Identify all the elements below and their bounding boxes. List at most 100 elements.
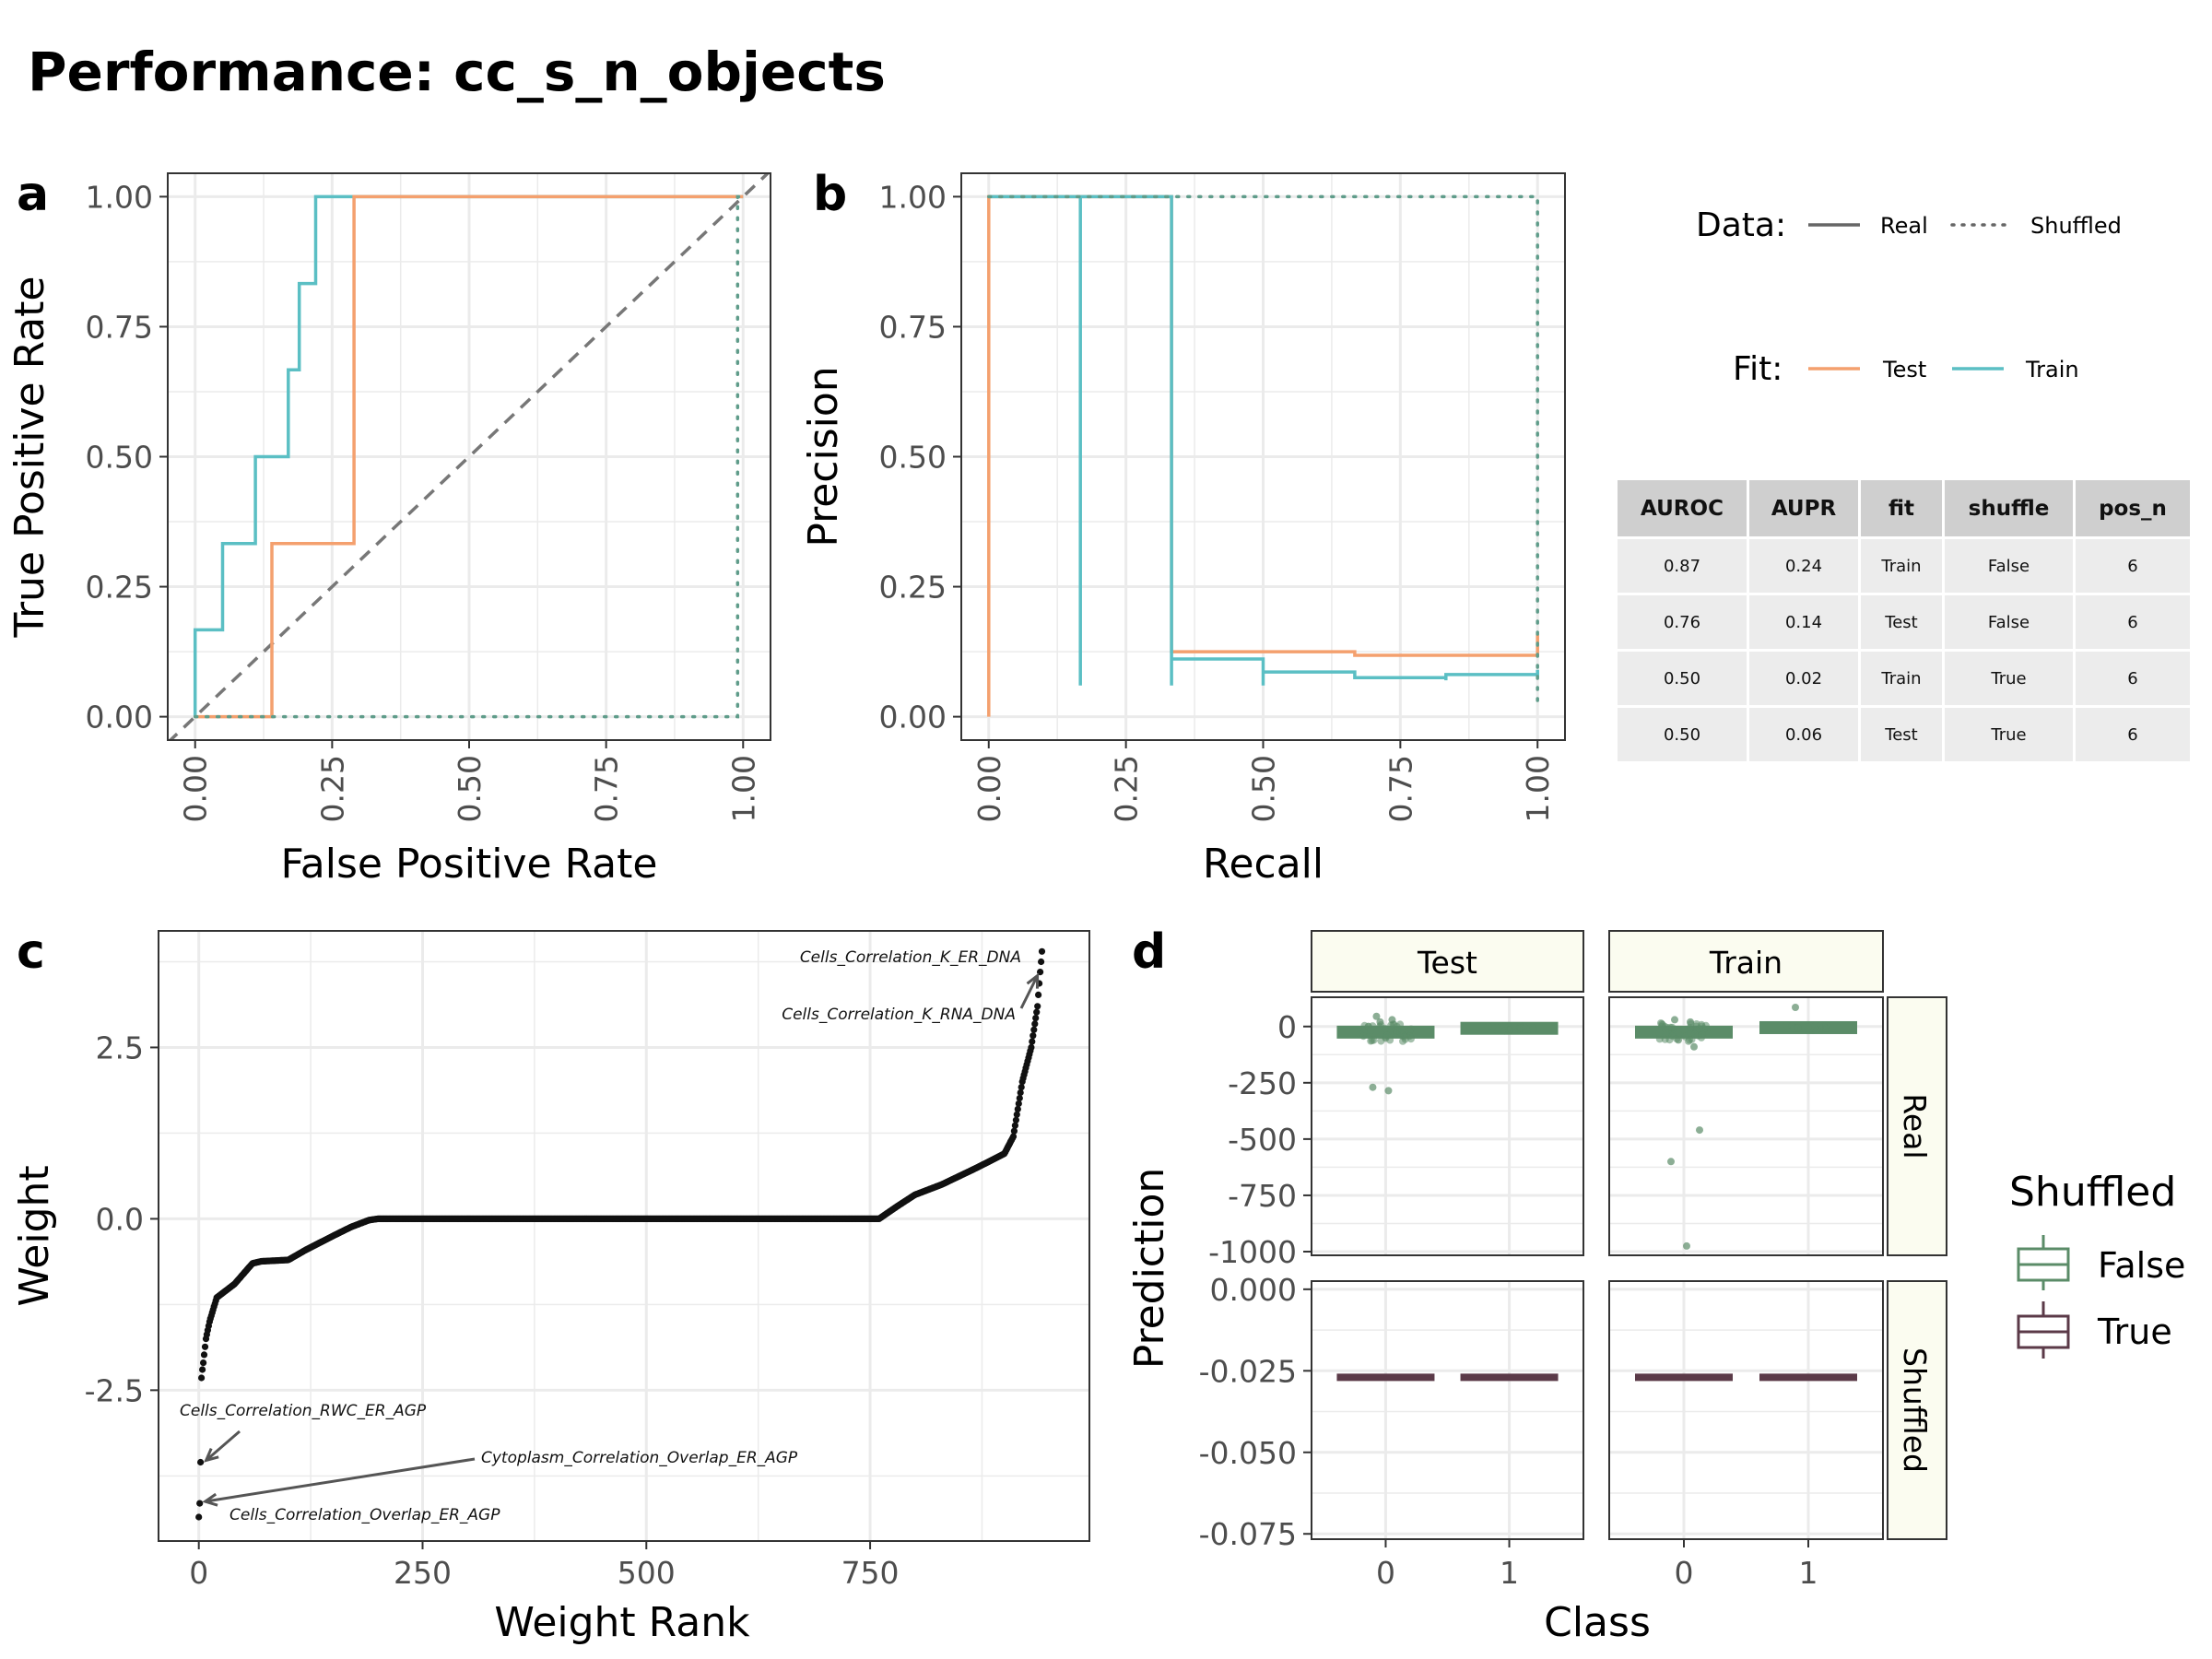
weight-point xyxy=(200,1351,208,1359)
y-tick-label: 0.75 xyxy=(879,309,947,345)
x-axis-title: False Positive Rate xyxy=(281,841,658,888)
weight-point xyxy=(1034,1003,1041,1010)
prediction-point xyxy=(1500,1022,1509,1030)
prediction-outlier xyxy=(1372,1012,1381,1020)
weight-point xyxy=(1033,1008,1041,1016)
prediction-box-class-0 xyxy=(1336,1373,1435,1382)
cell-fit: Test xyxy=(1861,708,1942,761)
test-real-line xyxy=(194,194,744,719)
weight-point xyxy=(1010,1127,1018,1135)
legend-real-label: Real xyxy=(1880,213,1928,239)
facet-strip-train xyxy=(1608,930,1884,993)
predictions-panel: Test TrainRealShuffled0-250-500-750-10000… xyxy=(1126,930,1947,1646)
x-tick-label: 0 xyxy=(189,1555,208,1591)
x-tick-label: 0.25 xyxy=(314,755,350,822)
prediction-point xyxy=(1692,1026,1700,1034)
feature-annotation-label: Cells_Correlation_Overlap_ER_AGP xyxy=(229,1506,500,1524)
plot-border xyxy=(167,172,771,741)
prediction-point xyxy=(1368,1037,1376,1044)
weight-point xyxy=(1013,1111,1020,1118)
header-aupr: AUPR xyxy=(1749,480,1858,536)
x-tick-label: 1 xyxy=(1799,1555,1818,1591)
annotation-arrowhead xyxy=(1026,972,1040,989)
prediction-point xyxy=(1406,1027,1414,1035)
facet-strip-label: Train xyxy=(1709,945,1783,981)
prediction-outlier xyxy=(1388,1016,1396,1024)
prediction-point xyxy=(1387,1021,1395,1030)
facet-strip-test xyxy=(1311,930,1584,993)
weight-point xyxy=(1038,947,1046,955)
header-auroc: AUROC xyxy=(1618,480,1747,536)
cell-fit: Train xyxy=(1861,539,1942,593)
x-tick-label: 0.50 xyxy=(1246,755,1282,822)
y-tick-label: 0 xyxy=(1277,1009,1297,1045)
prediction-outlier xyxy=(1667,1158,1675,1166)
y-axis-title: Prediction xyxy=(1126,1168,1173,1370)
cell-fit: Test xyxy=(1861,595,1942,649)
cell-aupr: 0.14 xyxy=(1749,595,1858,649)
prediction-point xyxy=(1700,1025,1708,1033)
y-tick-label: 1.00 xyxy=(879,179,947,215)
prediction-outlier xyxy=(1384,1087,1393,1095)
feature-annotation-label: Cells_Correlation_K_RNA_DNA xyxy=(782,1006,1016,1024)
weight-point xyxy=(195,1513,203,1521)
x-tick-label: 1.00 xyxy=(1520,755,1556,822)
prediction-outlier xyxy=(1671,1016,1678,1024)
panel-letter-b: b xyxy=(813,167,847,222)
x-axis-title: Weight Rank xyxy=(494,1599,750,1646)
annotation-arrowhead xyxy=(202,1492,218,1507)
x-tick-label: 0 xyxy=(1376,1555,1395,1591)
weight-point xyxy=(198,1374,206,1382)
prediction-point xyxy=(1794,1024,1802,1032)
weight-point xyxy=(1029,1038,1036,1045)
weight-point xyxy=(197,1458,205,1466)
header-pos-n: pos_n xyxy=(2076,480,2190,536)
cell-auroc: 0.50 xyxy=(1618,652,1747,705)
weight-point xyxy=(1038,958,1045,966)
prediction-outlier xyxy=(1683,1241,1690,1250)
facet-strip-shuffled xyxy=(1887,1280,1947,1540)
table-row: 0.50 0.06 Test True 6 xyxy=(1618,708,2190,761)
facet-border xyxy=(1608,1280,1884,1540)
table-row: 0.87 0.24 Train False 6 xyxy=(1618,539,2190,593)
facet-background xyxy=(1609,997,1883,1255)
prediction-point xyxy=(1698,1030,1706,1039)
y-tick-label: -250 xyxy=(1228,1065,1297,1101)
header-shuffle: shuffle xyxy=(1945,480,2073,536)
y-tick-label: -0.025 xyxy=(1199,1353,1297,1389)
metrics-table: AUROC AUPR fit shuffle pos_n 0.87 0.24 T… xyxy=(1615,477,2193,764)
weight-point xyxy=(1032,1015,1040,1022)
cell-shuffle: False xyxy=(1945,595,2073,649)
legend-shuffled-label: Shuffled xyxy=(2030,213,2122,239)
cell-pos-n: 6 xyxy=(2076,539,2190,593)
prediction-outlier xyxy=(1376,1018,1384,1026)
prediction-point xyxy=(1396,1029,1405,1037)
prediction-outlier xyxy=(1687,1018,1694,1026)
annotation-arrowhead xyxy=(204,1448,219,1463)
prediction-box-class-0 xyxy=(1635,1373,1733,1382)
facet-border xyxy=(1608,996,1884,1256)
fit-legend-title: Fit: xyxy=(1733,350,1783,388)
y-tick-label: -1000 xyxy=(1208,1234,1297,1270)
y-tick-label: 0.00 xyxy=(879,700,947,735)
prediction-point xyxy=(1655,1029,1664,1037)
table-row: 0.50 0.02 Train True 6 xyxy=(1618,652,2190,705)
prediction-point xyxy=(1788,1022,1796,1030)
weight-point xyxy=(1016,1094,1023,1102)
annotation-arrow xyxy=(205,1457,476,1503)
prediction-box-class-1 xyxy=(1759,1373,1857,1382)
data-legend-title: Data: xyxy=(1696,206,1786,244)
cell-shuffle: True xyxy=(1945,652,2073,705)
y-tick-label: 0.000 xyxy=(1210,1272,1297,1308)
cell-shuffle: True xyxy=(1945,708,2073,761)
x-tick-label: 0.00 xyxy=(971,755,1007,822)
legend-false-label: False xyxy=(2098,1245,2185,1286)
table-header-row: AUROC AUPR fit shuffle pos_n xyxy=(1618,480,2190,536)
y-tick-label: -500 xyxy=(1228,1122,1297,1158)
cell-pos-n: 6 xyxy=(2076,652,2190,705)
weight-point xyxy=(1035,991,1042,998)
y-tick-label: 2.5 xyxy=(96,1030,144,1065)
x-tick-label: 1.00 xyxy=(725,755,761,822)
prediction-point xyxy=(1665,1036,1674,1044)
cell-fit: Train xyxy=(1861,652,1942,705)
